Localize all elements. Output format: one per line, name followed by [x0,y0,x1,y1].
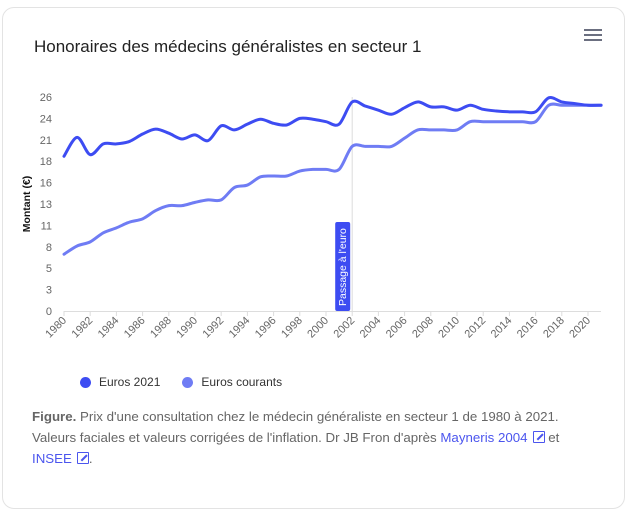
series-line-euros-courants [62,102,603,256]
y-tick-label: 24 [40,113,52,125]
x-tick-label: 1986 [122,315,148,341]
x-tick-label: 1980 [43,315,69,341]
x-tick-label: 1992 [201,315,227,341]
x-tick-label: 1984 [96,315,122,341]
legend-dot-icon [182,376,194,388]
y-tick-label: 18 [40,156,52,168]
annotation-badge [335,222,351,311]
x-tick-label: 1998 [279,315,305,341]
x-tick-label: 2002 [332,315,358,341]
x-tick-label: 1982 [70,315,96,341]
x-tick-label: 2008 [410,315,436,341]
x-tick-label: 2010 [436,315,462,341]
hamburger-menu-icon[interactable] [584,29,602,43]
legend-label: Euros 2021 [99,375,161,389]
external-link-icon [76,452,89,464]
y-tick-label: 0 [46,306,52,318]
chart-card [2,7,625,509]
caption-text: Prix d'une consultation chez le médecin … [32,409,559,445]
caption-text: . [88,451,93,466]
x-tick-label: 2014 [489,315,515,341]
x-tick-label: 2000 [305,315,331,341]
legend-item-euros-courants[interactable]: Euros courants [182,375,282,389]
y-tick-label: 13 [40,199,52,211]
chart-legend: Euros 2021 Euros courants [80,375,282,389]
x-tick-label: 2016 [515,315,541,341]
y-tick-label: 5 [46,263,52,275]
link-label: INSEE [32,451,72,466]
x-tick-label: 2006 [384,315,410,341]
y-tick-label: 26 [40,92,52,104]
x-tick-label: 2012 [463,315,489,341]
series-line-euros-2021 [62,96,603,158]
chart-title: Honoraires des médecins généralistes en … [34,37,422,56]
legend-item-euros-2021[interactable]: Euros 2021 [80,375,160,389]
x-tick-label: 1988 [148,315,174,341]
x-tick-label: 2020 [567,315,593,341]
annotation-label: Passage à l'euro [337,228,349,306]
caption-bold: Figure. [32,409,77,424]
y-axis-label: Montant (€) [21,176,33,233]
caption-text: et [544,430,560,445]
x-tick-label: 2004 [358,315,384,341]
x-tick-label: 1996 [253,315,279,341]
figure-caption: Figure. Prix d'une consultation chez le … [32,406,602,469]
x-tick-label: 2018 [541,315,567,341]
external-link-icon [532,431,545,443]
insee-link[interactable]: INSEE [32,451,89,466]
y-tick-label: 8 [46,242,52,254]
legend-dot-icon [80,376,91,388]
y-tick-label: 21 [40,135,52,147]
y-tick-label: 3 [46,285,52,297]
legend-label: Euros courants [201,375,283,389]
x-tick-label: 1994 [227,315,253,341]
link-label: Mayneris 2004 [440,430,528,445]
y-tick-label: 11 [41,220,52,232]
mayneris-link[interactable]: Mayneris 2004 [440,430,545,445]
x-tick-label: 1990 [174,315,200,341]
y-tick-label: 16 [40,178,52,190]
